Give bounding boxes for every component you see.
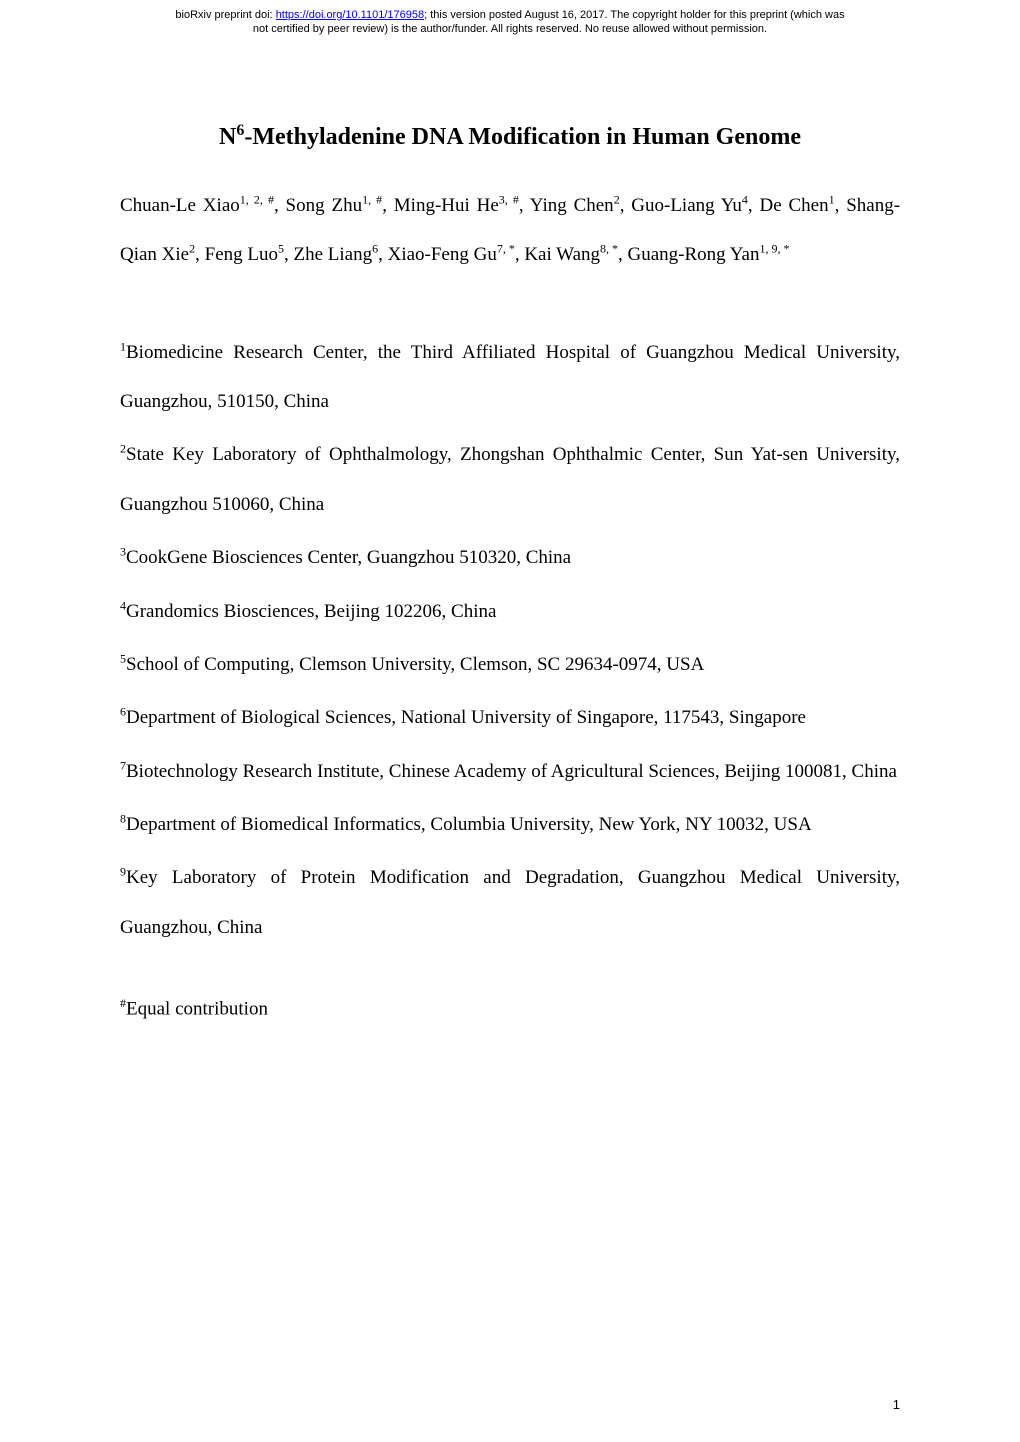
affiliation-item: 6Department of Biological Sciences, Nati… (120, 693, 900, 742)
affiliation-text: Department of Biological Sciences, Natio… (126, 707, 806, 728)
affiliation-text: Grandomics Biosciences, Beijing 102206, … (126, 601, 496, 622)
doi-link[interactable]: https://doi.org/10.1101/176958 (276, 9, 424, 21)
affiliation-item: 2State Key Laboratory of Ophthalmology, … (120, 430, 900, 529)
affiliation-item: 9Key Laboratory of Protein Modification … (120, 853, 900, 952)
author-list: Chuan-Le Xiao1, 2, #, Song Zhu1, #, Ming… (120, 181, 900, 280)
affiliation-item: 5School of Computing, Clemson University… (120, 640, 900, 689)
page-number: 1 (893, 1397, 900, 1412)
affiliation-list: 1Biomedicine Research Center, the Third … (120, 328, 900, 953)
preprint-line2: not certified by peer review) is the aut… (253, 23, 767, 35)
equal-contribution-note: #Equal contribution (120, 996, 900, 1020)
affiliation-text: Biotechnology Research Institute, Chines… (126, 761, 897, 782)
affiliation-item: 1Biomedicine Research Center, the Third … (120, 328, 900, 427)
preprint-line1-prefix: bioRxiv preprint doi: (175, 9, 275, 21)
affiliation-item: 7Biotechnology Research Institute, Chine… (120, 747, 900, 796)
affiliation-item: 3CookGene Biosciences Center, Guangzhou … (120, 533, 900, 582)
affiliation-text: CookGene Biosciences Center, Guangzhou 5… (126, 547, 571, 568)
preprint-header: bioRxiv preprint doi: https://doi.org/10… (0, 0, 1020, 41)
affiliation-text: State Key Laboratory of Ophthalmology, Z… (120, 444, 900, 514)
affiliation-text: Biomedicine Research Center, the Third A… (120, 342, 900, 412)
affiliation-text: School of Computing, Clemson University,… (126, 654, 704, 675)
equal-contribution-text: Equal contribution (126, 999, 268, 1020)
paper-content: N6-Methyladenine DNA Modification in Hum… (0, 41, 1020, 1061)
affiliation-text: Department of Biomedical Informatics, Co… (126, 814, 812, 835)
affiliation-text: Key Laboratory of Protein Modification a… (120, 867, 900, 937)
paper-title: N6-Methyladenine DNA Modification in Hum… (120, 121, 900, 153)
title-suffix: -Methyladenine DNA Modification in Human… (244, 124, 801, 150)
title-prefix: N (219, 124, 236, 150)
preprint-line1-suffix: ; this version posted August 16, 2017. T… (424, 9, 844, 21)
affiliation-item: 4Grandomics Biosciences, Beijing 102206,… (120, 587, 900, 636)
affiliation-item: 8Department of Biomedical Informatics, C… (120, 800, 900, 849)
